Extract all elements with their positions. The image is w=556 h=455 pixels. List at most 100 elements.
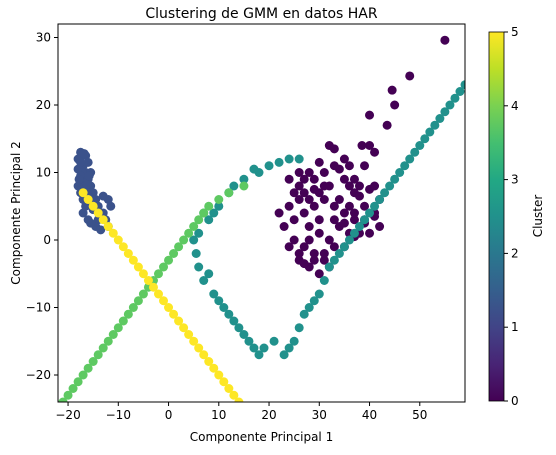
data-point (148, 282, 158, 292)
data-point (153, 269, 163, 279)
data-point (249, 164, 259, 174)
data-point (319, 255, 329, 265)
data-point (299, 174, 309, 184)
data-point (174, 316, 184, 326)
data-point (304, 303, 314, 312)
data-point (349, 208, 359, 218)
data-point (344, 235, 354, 245)
data-point (329, 255, 339, 265)
data-point (169, 249, 179, 258)
data-point (324, 235, 334, 245)
data-point (329, 242, 339, 252)
data-point (365, 228, 375, 238)
data-point (365, 208, 375, 218)
data-point (153, 289, 163, 299)
data-point (93, 208, 103, 218)
data-point (83, 215, 93, 225)
data-point (289, 235, 299, 245)
data-point (174, 242, 184, 252)
y-tick-label: −10 (26, 301, 51, 315)
x-tick-label: 40 (362, 408, 377, 422)
data-point (88, 201, 98, 211)
data-point (370, 201, 380, 211)
data-point (224, 384, 234, 393)
data-point (128, 255, 138, 265)
data-point (284, 201, 294, 211)
data-point (138, 289, 148, 299)
data-point (365, 141, 375, 150)
data-point (169, 309, 179, 319)
data-point (78, 370, 88, 380)
data-point (405, 154, 415, 164)
y-tick-label: 10 (36, 166, 51, 180)
data-point (339, 242, 349, 252)
data-point (164, 303, 174, 312)
y-tick-label: −20 (26, 368, 51, 382)
data-point (375, 222, 385, 231)
data-point (360, 161, 370, 171)
data-point (329, 144, 339, 154)
data-point (430, 120, 440, 130)
data-point (184, 228, 194, 238)
data-point (184, 330, 194, 339)
data-point (309, 255, 319, 265)
data-point (74, 174, 84, 184)
data-point (344, 181, 354, 191)
x-axis-ticks: −20 −10 0 10 20 30 40 50 (55, 402, 427, 422)
data-point (113, 323, 123, 333)
data-point (98, 343, 108, 353)
colorbar-label: Cluster (531, 195, 545, 238)
data-point (194, 343, 204, 353)
x-tick-label: 30 (312, 408, 327, 422)
data-point (214, 370, 224, 380)
chart-title: Clustering de GMM en datos HAR (145, 6, 378, 22)
data-point (314, 289, 324, 299)
data-point (299, 309, 309, 319)
data-point (189, 222, 199, 231)
data-point (93, 350, 103, 360)
data-point (204, 269, 214, 279)
data-point (319, 276, 329, 285)
data-point (440, 107, 450, 117)
data-point (274, 208, 284, 218)
data-point (385, 181, 395, 191)
data-point (189, 235, 199, 245)
data-point (224, 188, 234, 198)
data-point (299, 242, 309, 252)
data-point (445, 100, 455, 110)
data-point (259, 343, 269, 353)
data-point (191, 249, 201, 258)
data-point (108, 330, 118, 339)
data-point (319, 195, 329, 204)
data-point (334, 195, 344, 204)
data-point (294, 154, 304, 164)
data-point (334, 249, 344, 258)
data-point (209, 208, 219, 218)
data-point (96, 225, 106, 235)
data-point (118, 316, 128, 326)
y-axis-label: Componente Principal 2 (9, 141, 23, 284)
data-point (289, 188, 299, 198)
data-point (370, 147, 380, 157)
data-point (349, 174, 359, 184)
data-point (284, 174, 294, 184)
data-point (143, 276, 153, 285)
data-point (324, 262, 334, 272)
data-point (284, 343, 294, 353)
y-tick-label: 30 (36, 31, 51, 45)
data-point (204, 201, 214, 211)
data-point (279, 350, 289, 360)
data-point (88, 357, 98, 366)
data-point (209, 289, 219, 299)
data-point (289, 336, 299, 346)
data-point (390, 174, 400, 184)
data-point (84, 171, 94, 181)
data-point (279, 222, 289, 231)
data-point (164, 255, 174, 265)
data-point (339, 208, 349, 218)
data-point (244, 336, 254, 346)
data-point (73, 377, 83, 387)
data-point (354, 191, 364, 201)
data-point (194, 215, 204, 225)
